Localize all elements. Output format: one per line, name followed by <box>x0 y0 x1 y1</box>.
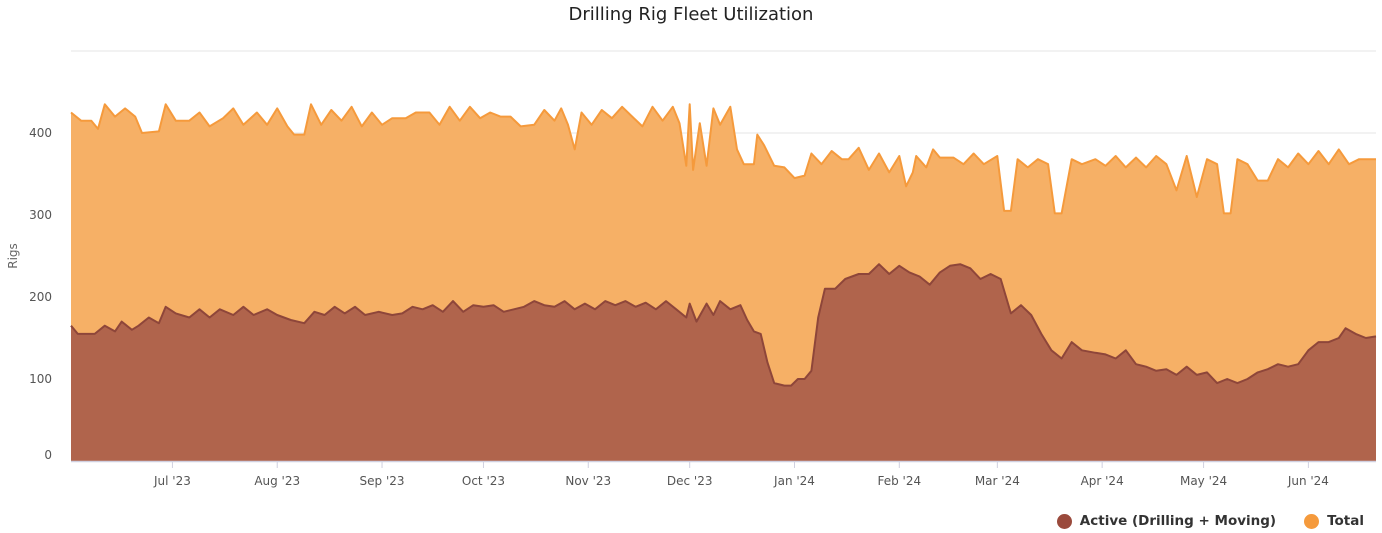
x-tick-label: Dec '23 <box>667 474 713 488</box>
y-tick-label: 300 <box>29 208 52 222</box>
chart-title: Drilling Rig Fleet Utilization <box>568 4 814 25</box>
x-tick-label: Apr '24 <box>1081 474 1124 488</box>
legend-label-total: Total <box>1327 513 1364 529</box>
x-tick-label: Sep '23 <box>360 474 405 488</box>
x-tick-label: May '24 <box>1180 474 1227 488</box>
line-total <box>70 103 1376 215</box>
legend-label-active: Active (Drilling + Moving) <box>1079 513 1277 529</box>
x-tick-label: Nov '23 <box>565 474 611 488</box>
x-tick-label: Feb '24 <box>877 474 921 488</box>
x-tick-label: Oct '23 <box>462 474 505 488</box>
y-tick-label: 0 <box>44 448 52 462</box>
axes: 0 100 200 300 400 Jul '23 Aug '23 Sep '23 Oct '2… <box>29 126 1376 488</box>
chart-legend: Active (Drilling + Moving) Total <box>1056 513 1364 529</box>
y-tick-label: 100 <box>29 372 52 386</box>
x-tick-label: Aug '23 <box>254 474 300 488</box>
legend-item-total[interactable]: Total <box>1304 513 1364 529</box>
y-tick-label: 200 <box>29 290 52 304</box>
y-axis-title: Rigs <box>6 243 20 269</box>
x-tick-label: Mar '24 <box>975 474 1020 488</box>
legend-swatch-total-icon <box>1304 513 1320 529</box>
series-areas <box>70 103 1377 462</box>
line-active <box>70 263 1377 387</box>
x-tick-label: Jul '23 <box>153 474 191 488</box>
y-tick-label: 400 <box>29 126 52 140</box>
area-active <box>71 264 1376 461</box>
x-tick-label: Jan '24 <box>773 474 815 488</box>
x-tick-label: Jun '24 <box>1287 474 1329 488</box>
legend-swatch-active-icon <box>1056 513 1072 529</box>
legend-item-active[interactable]: Active (Drilling + Moving) <box>1056 513 1277 529</box>
